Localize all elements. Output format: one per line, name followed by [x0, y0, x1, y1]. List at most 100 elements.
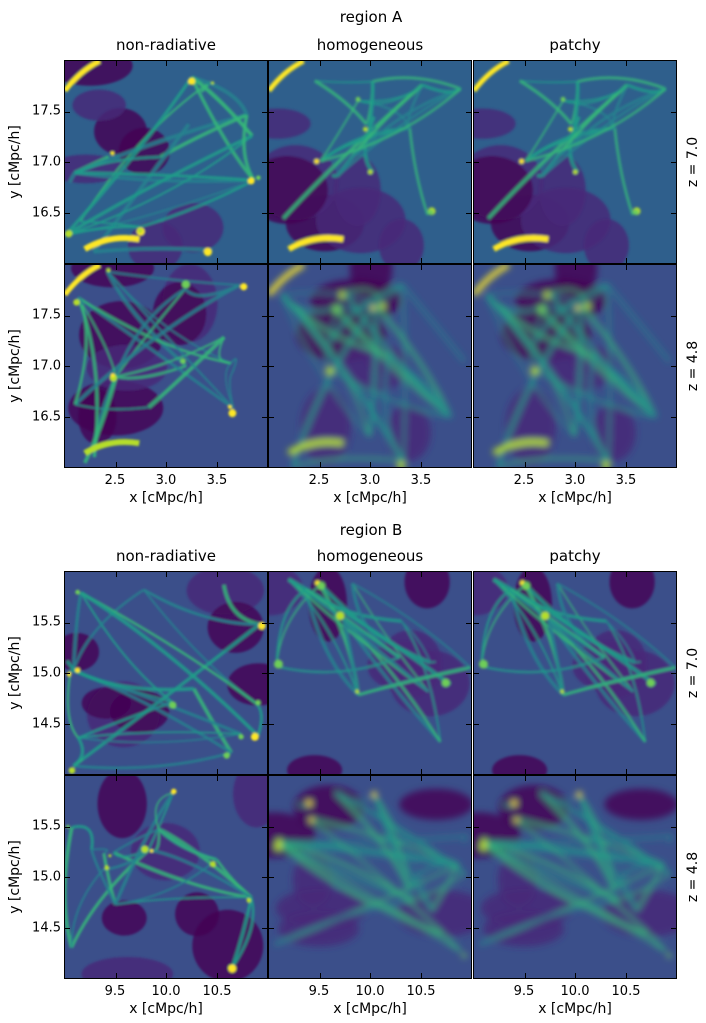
halo-knot: [180, 358, 186, 364]
halo-knot: [519, 158, 525, 164]
filament: [481, 840, 664, 867]
filament: [65, 134, 253, 237]
halo-knot: [181, 280, 190, 289]
halo-knot: [479, 659, 488, 669]
filament: [297, 803, 309, 809]
halo-knot: [543, 291, 551, 299]
halo-knot: [274, 659, 283, 669]
filament: [530, 292, 552, 368]
y-axis-label: y [cMpc/h]: [7, 125, 23, 199]
x-tick-label: 2.5: [308, 473, 330, 488]
filament: [139, 179, 255, 229]
x-tick-mark: [370, 61, 371, 66]
filament: [78, 731, 242, 739]
halo-knot: [258, 622, 266, 630]
halo-knot: [75, 300, 79, 304]
halo-knot: [169, 701, 177, 709]
density-field: [474, 785, 676, 958]
y-tick-mark: [466, 826, 471, 828]
x-tick-mark: [625, 61, 627, 66]
filament: [231, 897, 255, 968]
halo-knot: [141, 845, 149, 853]
x-tick-mark: [524, 61, 526, 66]
void-region: [175, 892, 219, 937]
filament: [481, 841, 667, 953]
x-tick-mark: [420, 572, 422, 577]
x-tick-mark: [216, 776, 218, 781]
halo-knot: [274, 842, 283, 851]
filament: [83, 376, 118, 464]
filament: [305, 588, 401, 658]
filament: [331, 174, 338, 178]
y-tick-label: 15.5: [32, 614, 61, 630]
x-tick-mark: [625, 265, 627, 270]
y-tick-mark: [269, 162, 274, 163]
filament: [106, 271, 235, 409]
void-region: [386, 404, 431, 462]
halo-knot: [250, 732, 259, 741]
x-tick-mark: [319, 769, 321, 774]
filament: [497, 457, 609, 467]
filament: [351, 582, 471, 669]
filament: [79, 592, 174, 704]
x-tick-label: 3.0: [155, 473, 177, 488]
halo-knot: [573, 169, 578, 175]
halo-knot: [427, 209, 434, 216]
x-tick-mark: [625, 462, 627, 467]
filament: [275, 588, 307, 667]
y-tick-label: 14.5: [32, 716, 61, 732]
filament: [74, 171, 255, 182]
x-tick-mark: [370, 258, 371, 263]
halo-knot: [461, 953, 467, 958]
y-tick-mark: [262, 622, 267, 624]
y-tick-label: 17.0: [32, 154, 61, 170]
halo-knot: [104, 865, 110, 870]
y-tick-mark: [671, 622, 676, 624]
x-tick-mark: [625, 572, 627, 577]
density-field: [474, 61, 667, 263]
x-tick-mark: [575, 61, 576, 66]
filament: [112, 828, 160, 854]
y-tick-mark: [466, 315, 471, 317]
halo-knot: [355, 96, 361, 102]
y-tick-mark: [65, 927, 70, 929]
filament: [77, 701, 174, 739]
x-tick-mark: [420, 973, 422, 978]
halo-knot: [511, 800, 517, 807]
x-tick-mark: [115, 973, 117, 978]
halo-knot: [646, 678, 655, 687]
x-tick-label: 10.5: [202, 984, 232, 999]
filament: [605, 620, 647, 742]
filament: [107, 270, 240, 287]
x-tick-mark: [575, 973, 576, 978]
filament: [279, 293, 405, 463]
filament: [74, 403, 149, 410]
filament: [65, 827, 74, 949]
x-tick-mark: [216, 462, 218, 467]
x-tick-mark: [319, 265, 321, 270]
density-panel: [473, 775, 677, 979]
void-region: [97, 776, 147, 839]
redshift-label: z = 7.0: [685, 136, 701, 188]
x-tick-mark: [370, 776, 371, 781]
halo-knot: [584, 303, 591, 310]
x-tick-label: 10.5: [611, 984, 641, 999]
halo-knot: [228, 409, 237, 418]
filament: [334, 791, 375, 803]
filament: [539, 791, 580, 803]
y-tick-mark: [262, 877, 267, 878]
filament: [319, 100, 359, 162]
y-tick-mark: [474, 111, 479, 113]
density-panel: [473, 60, 677, 264]
y-tick-mark: [466, 416, 471, 418]
void-region: [379, 218, 424, 263]
y-tick-mark: [671, 315, 676, 317]
filament: [148, 848, 253, 899]
x-axis-label: x [cMpc/h]: [538, 1001, 612, 1017]
y-tick-mark: [474, 723, 479, 725]
filament: [484, 293, 610, 463]
density-field: [269, 61, 462, 263]
x-tick-mark: [420, 61, 422, 66]
halo-knot: [317, 581, 326, 590]
filament: [400, 283, 466, 363]
